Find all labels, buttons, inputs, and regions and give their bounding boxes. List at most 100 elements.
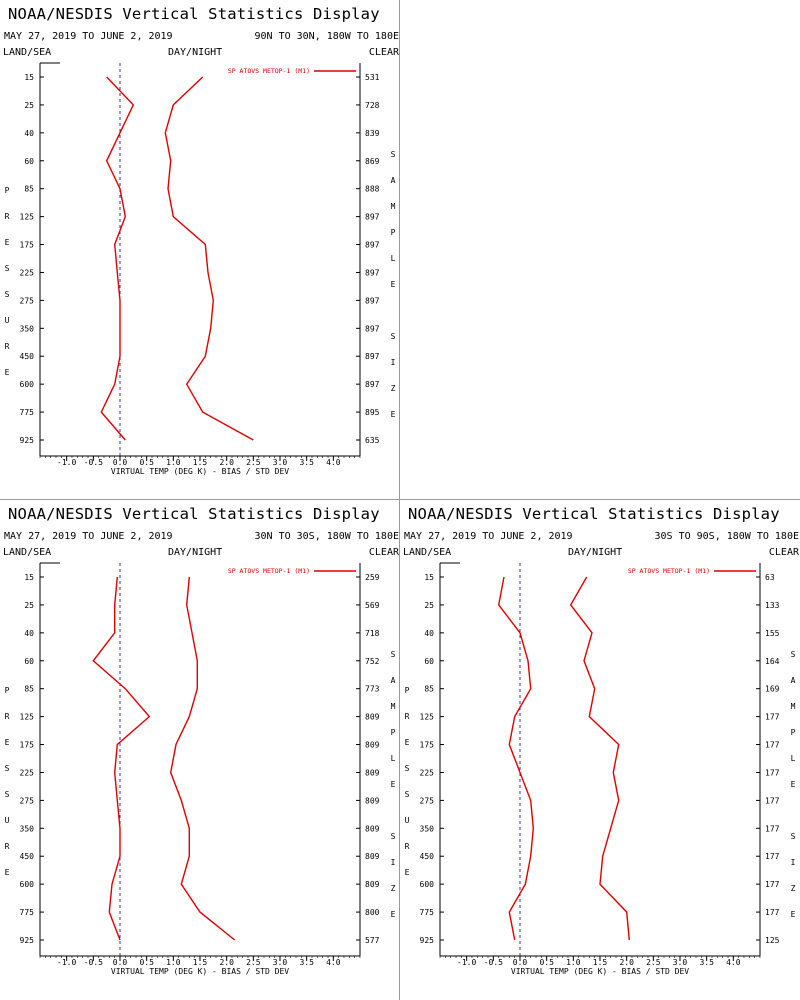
sample-size-label: 133: [765, 601, 780, 610]
x-tick-label: 1.0: [566, 958, 581, 967]
sample-size-label: 809: [365, 713, 380, 722]
land-sea-label: LAND/SEA: [3, 47, 52, 58]
clear-label: CLEAR: [768, 547, 799, 558]
x-tick-label: 3.5: [699, 958, 714, 967]
x-tick-label: 0.0: [513, 958, 528, 967]
region-label: 30S TO 90S, 180W TO 180E: [654, 531, 800, 542]
pressure-level-label: 40: [24, 129, 34, 138]
chart-title: NOAA/NESDIS Vertical Statistics Display: [8, 505, 380, 523]
chart-plot: -1.0 -0.5 0.0 0.5 1.0 1.5 2.0 2.5 3.0 3.5 4.0 VIRTU…: [20, 562, 380, 976]
x-tick-label: 1.0: [166, 458, 181, 467]
x-axis-title: VIRTUAL TEMP (DEG K) - BIAS / STD DEV: [111, 967, 289, 976]
clear-label: CLEAR: [368, 547, 399, 558]
sample-size-label: 177: [765, 908, 780, 917]
region-label: 30N TO 30S, 180W TO 180E: [254, 531, 400, 542]
pressure-level-label: 600: [420, 880, 435, 889]
pressure-level-label: 350: [20, 824, 35, 833]
x-tick-label: 3.0: [673, 958, 688, 967]
sample-size-vertical-label: S A M P L E S I Z E: [789, 642, 797, 928]
x-tick-label: 3.5: [299, 958, 314, 967]
pressure-level-label: 225: [420, 768, 435, 777]
x-tick-label: -1.0: [57, 958, 76, 967]
bias-series-line: [100, 76, 135, 441]
pressure-level-label: 925: [420, 936, 435, 945]
sample-size-label: 897: [365, 241, 380, 250]
sample-size-label: 809: [365, 741, 380, 750]
vertical-label-text: P R E S S U R E: [404, 686, 410, 877]
std-dev-series-line: [164, 76, 254, 441]
sample-size-label: 718: [365, 629, 380, 638]
sample-size-label: 773: [365, 685, 380, 694]
sample-size-label: 809: [365, 880, 380, 889]
pressure-vertical-label: P R E S S U R E: [403, 678, 411, 886]
pressure-level-label: 85: [24, 685, 34, 694]
pressure-level-label: 450: [420, 852, 435, 861]
x-tick-label: -0.5: [84, 958, 103, 967]
x-tick-label: 3.5: [299, 458, 314, 467]
sample-size-label: 577: [365, 936, 380, 945]
chart-panel-30n-30s: NOAA/NESDIS Vertical Statistics Display …: [0, 500, 400, 1000]
sample-size-vertical-label: S A M P L E S I Z E: [389, 142, 397, 428]
pressure-level-label: 175: [420, 741, 435, 750]
x-tick-label: 4.0: [326, 458, 341, 467]
sample-size-label: 155: [765, 629, 780, 638]
x-tick-label: -0.5: [84, 458, 103, 467]
pressure-level-label: 40: [424, 629, 434, 638]
horizontal-divider: [0, 499, 800, 500]
day-night-label: DAY/NIGHT: [168, 547, 223, 558]
x-tick-label: 3.0: [273, 958, 288, 967]
pressure-level-label: 925: [20, 436, 35, 445]
sample-size-label: 177: [765, 880, 780, 889]
x-tick-label: 2.0: [219, 458, 234, 467]
sample-size-label: 897: [365, 380, 380, 389]
vertical-label-text: S A M P L E S I Z E: [790, 650, 796, 919]
sample-size-label: 728: [365, 101, 380, 110]
chart-title: NOAA/NESDIS Vertical Statistics Display: [408, 505, 780, 523]
x-tick-label: 1.5: [193, 458, 208, 467]
land-sea-label: LAND/SEA: [3, 547, 52, 558]
x-tick-label: 3.0: [273, 458, 288, 467]
sample-size-label: 897: [365, 213, 380, 222]
std-dev-series-line: [169, 576, 236, 941]
day-night-label: DAY/NIGHT: [568, 547, 623, 558]
pressure-level-label: 60: [24, 657, 34, 666]
pressure-level-label: 775: [20, 908, 35, 917]
vertical-label-text: P R E S S U R E: [4, 686, 10, 877]
sample-size-label: 177: [765, 713, 780, 722]
sample-size-label: 809: [365, 796, 380, 805]
date-range: MAY 27, 2019 TO JUNE 2, 2019: [404, 531, 573, 542]
sample-size-label: 809: [365, 852, 380, 861]
pressure-level-label: 225: [20, 768, 35, 777]
sample-size-label: 169: [765, 685, 780, 694]
x-tick-label: 2.0: [219, 958, 234, 967]
bias-series-line: [497, 576, 535, 941]
pressure-level-label: 175: [20, 741, 35, 750]
pressure-level-label: 85: [24, 185, 34, 194]
x-tick-label: 0.5: [139, 958, 154, 967]
x-tick-label: 2.5: [246, 458, 261, 467]
x-tick-label: 0.5: [139, 458, 154, 467]
pressure-level-label: 25: [24, 101, 34, 110]
chart-panel-30s-90s: NOAA/NESDIS Vertical Statistics Display …: [400, 500, 800, 1000]
pressure-level-label: 225: [20, 268, 35, 277]
sample-size-label: 897: [365, 296, 380, 305]
chart-panel-90n-30n: NOAA/NESDIS Vertical Statistics Display …: [0, 0, 400, 500]
date-range: MAY 27, 2019 TO JUNE 2, 2019: [4, 531, 173, 542]
std-dev-series-line: [569, 576, 630, 941]
sample-size-label: 125: [765, 936, 780, 945]
pressure-level-label: 775: [420, 908, 435, 917]
chart-title: NOAA/NESDIS Vertical Statistics Display: [8, 5, 380, 23]
pressure-level-label: 350: [20, 324, 35, 333]
sample-size-label: 177: [765, 768, 780, 777]
pressure-level-label: 125: [420, 713, 435, 722]
sample-size-label: 752: [365, 657, 380, 666]
pressure-level-label: 925: [20, 936, 35, 945]
vertical-divider: [399, 0, 400, 1000]
sample-size-label: 569: [365, 601, 380, 610]
pressure-level-label: 25: [424, 601, 434, 610]
x-axis-title: VIRTUAL TEMP (DEG K) - BIAS / STD DEV: [111, 467, 289, 476]
pressure-level-label: 15: [24, 573, 34, 582]
sample-size-label: 897: [365, 352, 380, 361]
x-axis-title: VIRTUAL TEMP (DEG K) - BIAS / STD DEV: [511, 967, 689, 976]
sample-size-vertical-label: S A M P L E S I Z E: [389, 642, 397, 928]
